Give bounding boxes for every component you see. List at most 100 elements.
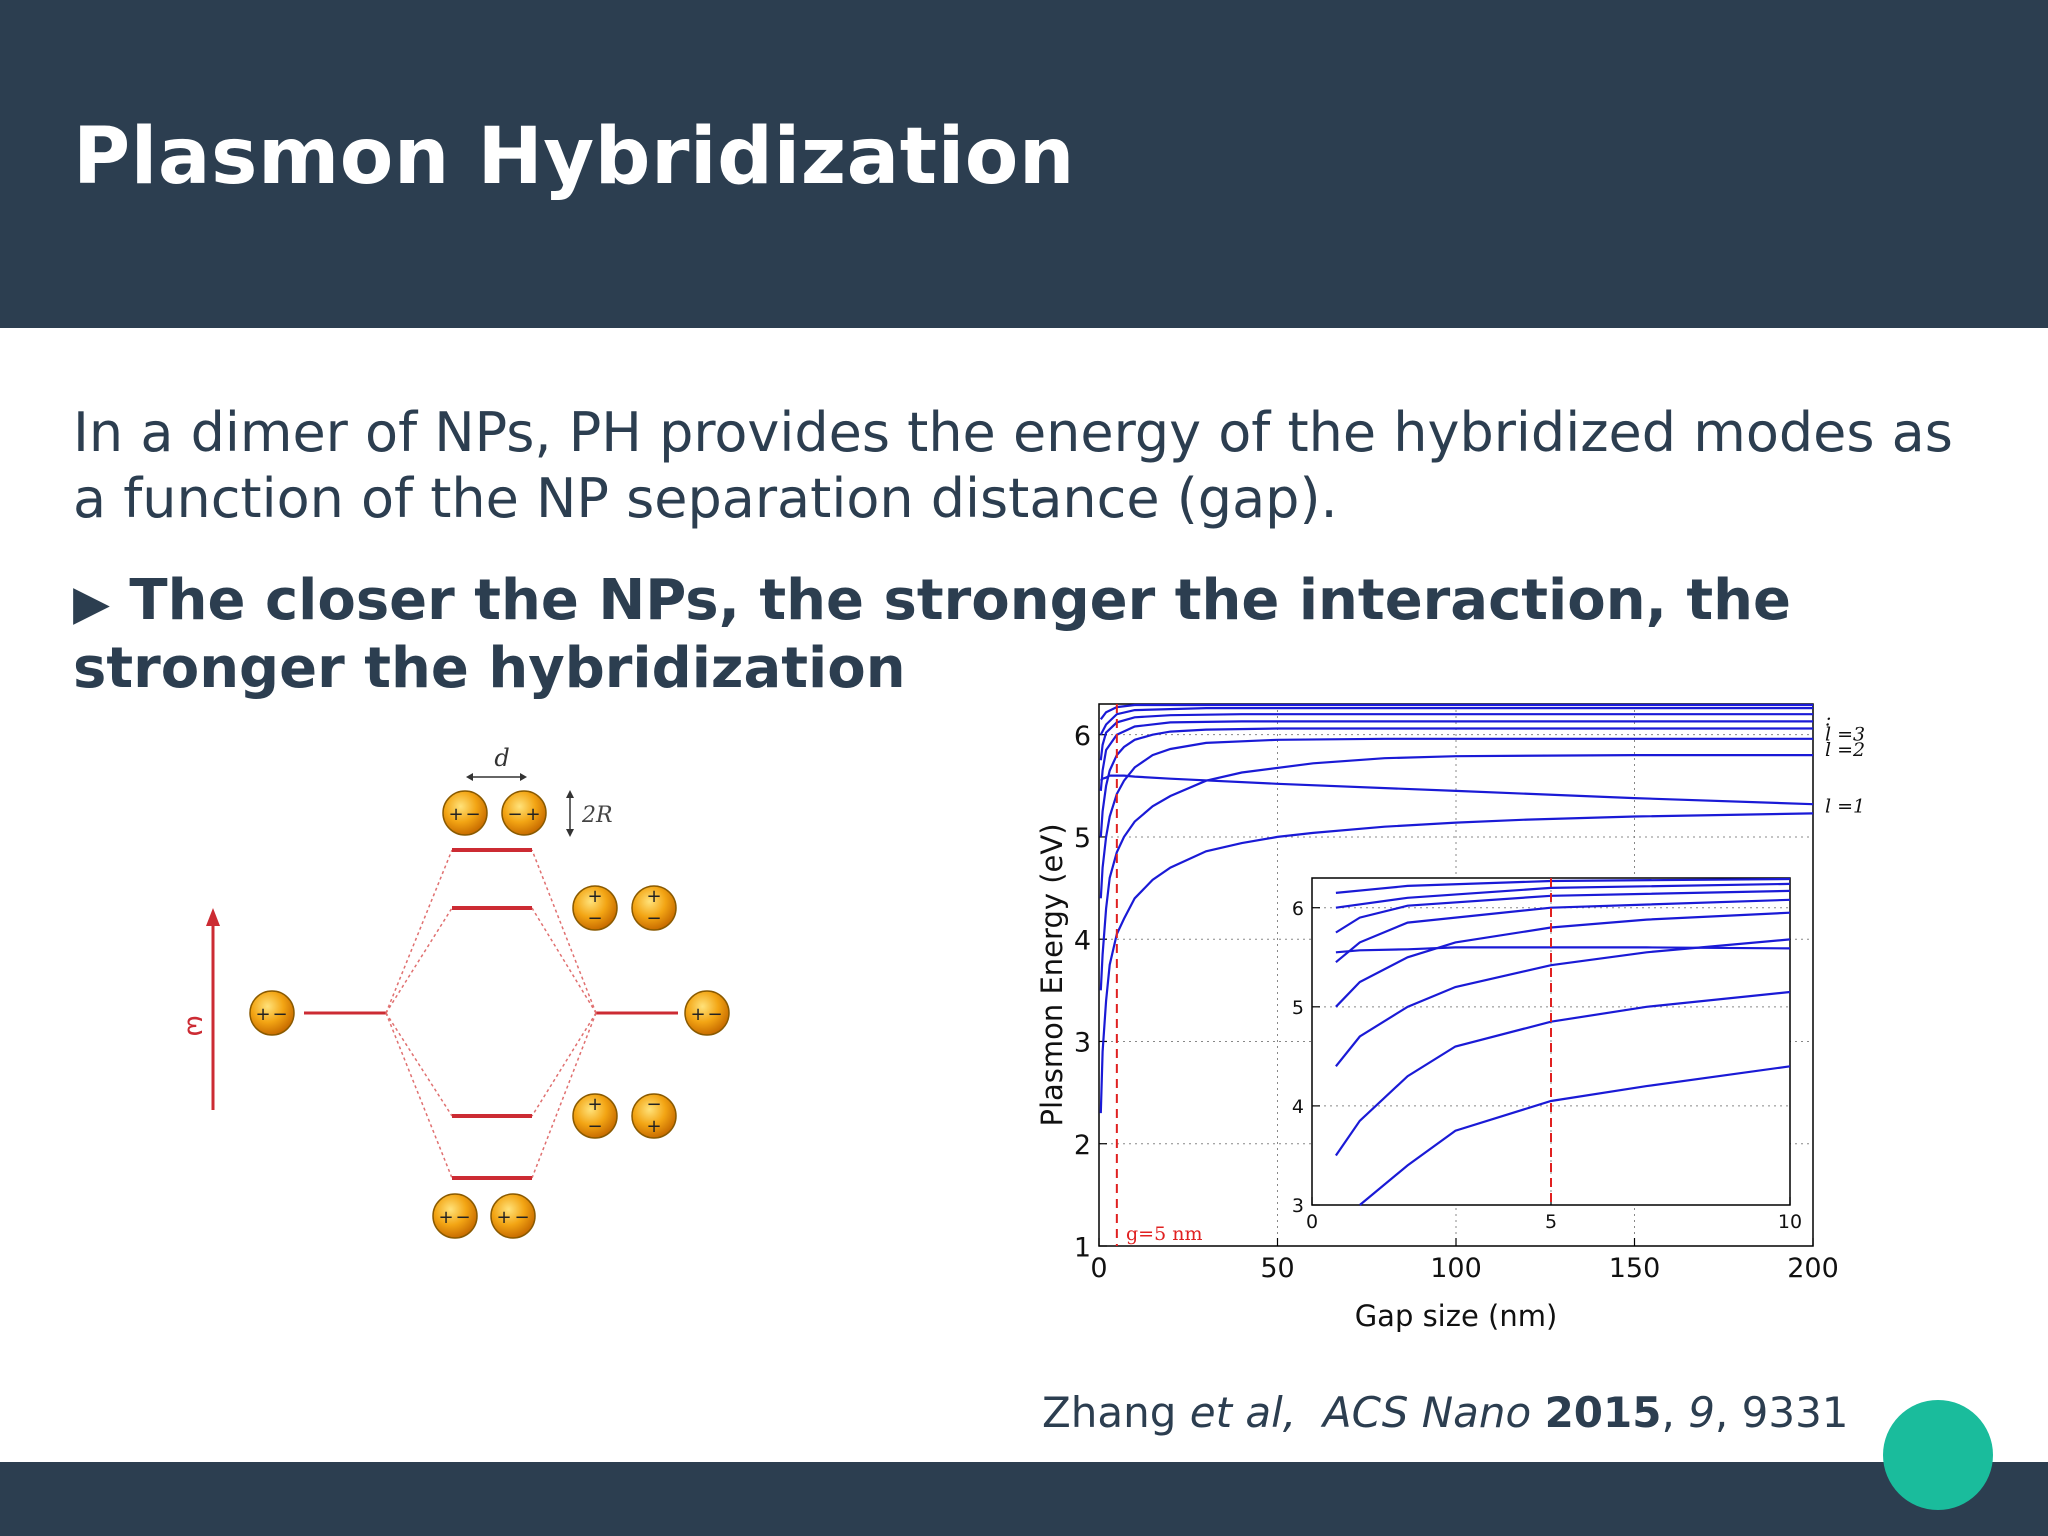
charge-sign: −	[707, 1004, 722, 1025]
main-x-tick-label: 100	[1430, 1253, 1482, 1284]
charge-sign: +	[255, 1004, 270, 1025]
inset-series-line	[1335, 889, 1791, 934]
d-arrow-right-head	[520, 773, 527, 781]
nanoparticle-dimer-3-left	[572, 1093, 618, 1139]
inset-series-line	[1359, 1065, 1791, 1206]
charge-sign: −	[455, 1207, 470, 1228]
main-y-tick-label: 3	[1074, 1028, 1091, 1059]
citation-author: Zhang	[1042, 1388, 1190, 1437]
bullet-text: The closer the NPs, the stronger the int…	[73, 568, 1791, 701]
inset-y-tick-label: 5	[1292, 997, 1304, 1019]
main-y-tick-label: 2	[1074, 1130, 1091, 1161]
d-arrow-left-head	[466, 773, 473, 781]
inset-curves	[1334, 877, 1791, 1206]
correlation-lines	[385, 849, 597, 1179]
main-x-tick-label: 200	[1787, 1253, 1839, 1284]
nanoparticle-left-single	[249, 990, 295, 1036]
mode-label: l =1	[1825, 795, 1865, 817]
radius-arrow-bottom-head	[566, 829, 574, 837]
inset-y-tick-label: 4	[1292, 1096, 1304, 1118]
inset-series-line	[1335, 882, 1791, 909]
slide-title: Plasmon Hybridization	[73, 112, 1075, 202]
nanoparticle-dimer-bottom-left	[432, 1193, 478, 1239]
inset-tick-labels: 0 5 10 3 4 5 6	[1292, 898, 1802, 1233]
radius-arrow-top-head	[566, 790, 574, 798]
inset-y-tick-label: 6	[1292, 898, 1304, 920]
nanoparticle-dimer-2-right	[631, 885, 677, 931]
citation: Zhang et al, ACS Nano 2015, 9, 9331	[1042, 1388, 1849, 1437]
inset-x-tick-label: 10	[1778, 1211, 1802, 1233]
main-x-tick-label: 50	[1260, 1253, 1294, 1284]
mode-label: l =2	[1825, 739, 1865, 761]
charge-sign: −	[587, 1116, 602, 1137]
mode-label: :	[1825, 708, 1831, 730]
charge-sign: +	[646, 1116, 661, 1137]
d-label: d	[494, 744, 509, 772]
charge-sign: +	[438, 1207, 453, 1228]
charge-sign: −	[646, 908, 661, 929]
inset-x-tick-label: 0	[1306, 1211, 1318, 1233]
nanoparticle-right-single	[684, 990, 730, 1036]
main-series-line	[1099, 812, 1814, 1114]
citation-separator: ,	[1661, 1388, 1689, 1437]
inset-series-line	[1335, 898, 1791, 964]
inset-grid	[1311, 878, 1791, 1206]
charge-sign: −	[465, 804, 480, 825]
charge-sign: +	[587, 1094, 602, 1115]
main-y-tick-label: 5	[1074, 823, 1091, 854]
y-axis-label: Plasmon Energy (eV)	[1035, 823, 1069, 1126]
main-series-line	[1099, 707, 1813, 736]
charge-sign: −	[272, 1004, 287, 1025]
nanoparticle-dimer-bottom-right	[490, 1193, 536, 1239]
main-y-tick-label: 1	[1074, 1232, 1091, 1263]
inset-series-line	[1335, 938, 1791, 1067]
main-series-line	[1099, 753, 1813, 991]
main-x-tick-label: 150	[1609, 1253, 1661, 1284]
main-series-line	[1099, 737, 1813, 899]
footer-bar	[0, 1462, 2048, 1536]
main-y-tick-label: 4	[1074, 925, 1091, 956]
gap-annotation: g=5 nm	[1126, 1223, 1202, 1245]
body-text: In a dimer of NPs, PH provides the energ…	[73, 401, 1953, 530]
omega-label: ω	[181, 1015, 211, 1037]
mode-labels: :l =3l =2 l =1	[1825, 708, 1865, 817]
main-y-tick-label: 6	[1074, 721, 1091, 752]
x-axis-label: Gap size (nm)	[1355, 1299, 1558, 1333]
citation-etal: et al,	[1189, 1388, 1297, 1437]
charge-sign: +	[587, 886, 602, 907]
citation-volume: 9	[1688, 1388, 1715, 1437]
header-bar	[0, 0, 2048, 328]
charge-sign: −	[646, 1094, 661, 1115]
main-curves	[1099, 703, 1814, 1114]
charge-sign: +	[690, 1004, 705, 1025]
nanoparticle-dimer-top-left	[442, 790, 488, 836]
main-series-line	[1099, 720, 1813, 791]
nanoparticle-dimer-3-right	[631, 1093, 677, 1139]
charge-sign: −	[507, 804, 522, 825]
inset-series-line	[1335, 946, 1791, 954]
accent-dot	[1883, 1400, 1993, 1510]
nanoparticle-dimer-2-left	[572, 885, 618, 931]
citation-journal: ACS Nano	[1322, 1388, 1532, 1437]
inset-x-tick-label: 5	[1545, 1211, 1557, 1233]
citation-year: 2015	[1544, 1388, 1662, 1437]
charge-sign: +	[646, 886, 661, 907]
main-series-line	[1099, 713, 1813, 761]
citation-pages: , 9331	[1714, 1388, 1849, 1437]
radius-label: 2R	[581, 803, 613, 828]
inset-y-tick-label: 3	[1292, 1195, 1304, 1217]
charge-sign: +	[448, 804, 463, 825]
charge-sign: −	[514, 1207, 529, 1228]
charge-sign: −	[587, 908, 602, 929]
bullet-arrow-icon: ▶	[73, 575, 110, 631]
main-series-line	[1099, 774, 1814, 806]
inset-series-line	[1335, 911, 1791, 1008]
mode-label: l =3	[1825, 724, 1865, 746]
main-x-tick-label: 0	[1090, 1253, 1107, 1284]
main-series-line	[1099, 703, 1813, 720]
hybridization-diagram: ω + − + − d + − − + 2R + − + − + −	[181, 744, 730, 1239]
charge-sign: +	[525, 804, 540, 825]
charge-sign: +	[496, 1207, 511, 1228]
inset-series-line	[1335, 877, 1791, 894]
